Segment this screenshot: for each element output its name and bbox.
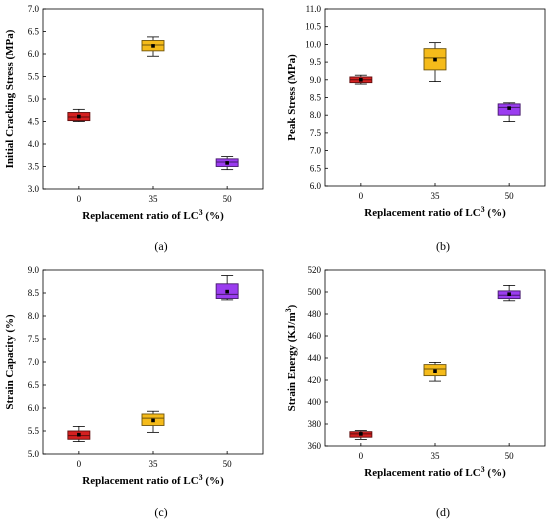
box-50 [215, 156, 239, 171]
box-0 [349, 74, 373, 85]
x-axis-title: Replacement ratio of LC3 (%) [82, 208, 224, 223]
mean-marker [151, 44, 155, 48]
mean-marker [225, 289, 229, 294]
y-tick-label: 11.0 [306, 4, 322, 14]
x-tick-label: 35 [149, 194, 159, 204]
y-tick-label: 7.5 [310, 128, 322, 138]
y-tick-label: 7.5 [28, 334, 40, 344]
y-tick-label: 6.0 [28, 403, 40, 413]
mean-marker [151, 418, 155, 423]
y-tick-label: 3.5 [28, 162, 40, 172]
y-tick-label: 7.0 [28, 357, 40, 367]
panel-caption: (d) [436, 505, 450, 519]
y-tick-label: 4.0 [28, 139, 40, 149]
box-50 [497, 102, 521, 122]
mean-marker [433, 369, 437, 373]
y-tick-label: 8.5 [28, 288, 40, 298]
panel-3: 5.0 5.5 6.0 6.5 7.0 7.5 8.0 8.5 9.0 0 35 50 Replacem… [4, 265, 264, 519]
x-tick-label: 50 [505, 191, 515, 201]
x-tick-label: 50 [223, 194, 233, 204]
y-tick-label: 9.0 [310, 75, 322, 85]
box-50 [215, 275, 239, 301]
mean-marker [433, 57, 437, 62]
y-tick-label: 480 [308, 309, 322, 319]
y-tick-label: 10.5 [305, 22, 321, 32]
x-axis-title: Replacement ratio of LC3 (%) [82, 473, 224, 488]
x-tick-label: 0 [359, 451, 364, 461]
y-tick-label: 8.5 [310, 93, 322, 103]
box-0 [67, 108, 91, 122]
box-35 [423, 42, 447, 82]
y-axis-title: Strain Capacity (%) [4, 314, 16, 410]
y-tick-label: 440 [308, 353, 322, 363]
y-tick-label: 6.5 [28, 27, 40, 37]
y-tick-label: 6.0 [310, 181, 322, 191]
y-tick-label: 5.0 [28, 94, 40, 104]
mean-marker [507, 106, 511, 110]
y-tick-label: 5.5 [28, 426, 40, 436]
box-35 [141, 36, 165, 57]
x-tick-label: 50 [505, 451, 515, 461]
y-tick-label: 360 [308, 441, 322, 451]
y-tick-label: 520 [308, 265, 322, 275]
y-tick-label: 460 [308, 331, 322, 341]
y-tick-label: 10.0 [305, 39, 321, 49]
mean-marker [507, 292, 511, 296]
box-50 [497, 284, 521, 302]
mean-marker [359, 432, 363, 436]
box-35 [141, 410, 165, 433]
y-tick-label: 6.5 [310, 163, 322, 173]
y-tick-label: 9.5 [310, 57, 322, 67]
y-axis-title: Peak Stress (MPa) [286, 54, 298, 141]
y-tick-label: 8.0 [28, 311, 40, 321]
x-tick-label: 0 [77, 459, 82, 469]
mean-marker [77, 432, 81, 437]
panel-caption: (b) [436, 239, 450, 253]
y-tick-label: 5.5 [28, 72, 40, 82]
x-tick-label: 50 [223, 459, 233, 469]
y-tick-label: 4.5 [28, 117, 40, 127]
panel-caption: (a) [154, 239, 167, 253]
panel-1: 3.0 3.5 4.0 4.5 5.0 5.5 6.0 6.5 7.0 0 35 50 Replacem… [4, 4, 264, 253]
y-tick-label: 9.0 [28, 265, 40, 275]
y-tick-label: 5.0 [28, 449, 40, 459]
mean-marker [225, 161, 229, 165]
y-tick-label: 6.0 [28, 49, 40, 59]
y-tick-label: 500 [308, 287, 322, 297]
mean-marker [359, 78, 363, 82]
x-axis-title: Replacement ratio of LC3 (%) [364, 205, 506, 220]
panel-2: 6.0 6.5 7.0 7.5 8.0 8.5 9.0 9.5 10.0 10.5 11.0 0 35 5… [286, 4, 546, 253]
x-tick-label: 35 [149, 459, 159, 469]
box-0 [67, 425, 91, 442]
x-tick-label: 0 [77, 194, 82, 204]
y-axis-title: Strain Energy (KJ/m3) [284, 304, 299, 411]
y-tick-label: 8.0 [310, 110, 322, 120]
box-35 [423, 361, 447, 382]
box-0 [349, 430, 373, 440]
y-tick-label: 420 [308, 375, 322, 385]
y-tick-label: 3.0 [28, 184, 40, 194]
y-tick-label: 7.0 [28, 4, 40, 14]
x-tick-label: 0 [359, 191, 364, 201]
x-tick-label: 35 [431, 451, 441, 461]
panel-caption: (c) [154, 505, 167, 519]
y-tick-label: 7.0 [310, 146, 322, 156]
x-tick-label: 35 [431, 191, 441, 201]
y-axis-title: Initial Cracking Stress (MPa) [4, 29, 16, 168]
x-axis-title: Replacement ratio of LC3 (%) [364, 465, 506, 480]
y-tick-label: 400 [308, 397, 322, 407]
y-tick-label: 380 [308, 419, 322, 429]
y-tick-label: 6.5 [28, 380, 40, 390]
mean-marker [77, 114, 81, 119]
panel-4: 360 380 400 420 440 460 480 500 520 0 35 50 Replacem… [284, 265, 546, 519]
plot-frame [324, 8, 546, 187]
